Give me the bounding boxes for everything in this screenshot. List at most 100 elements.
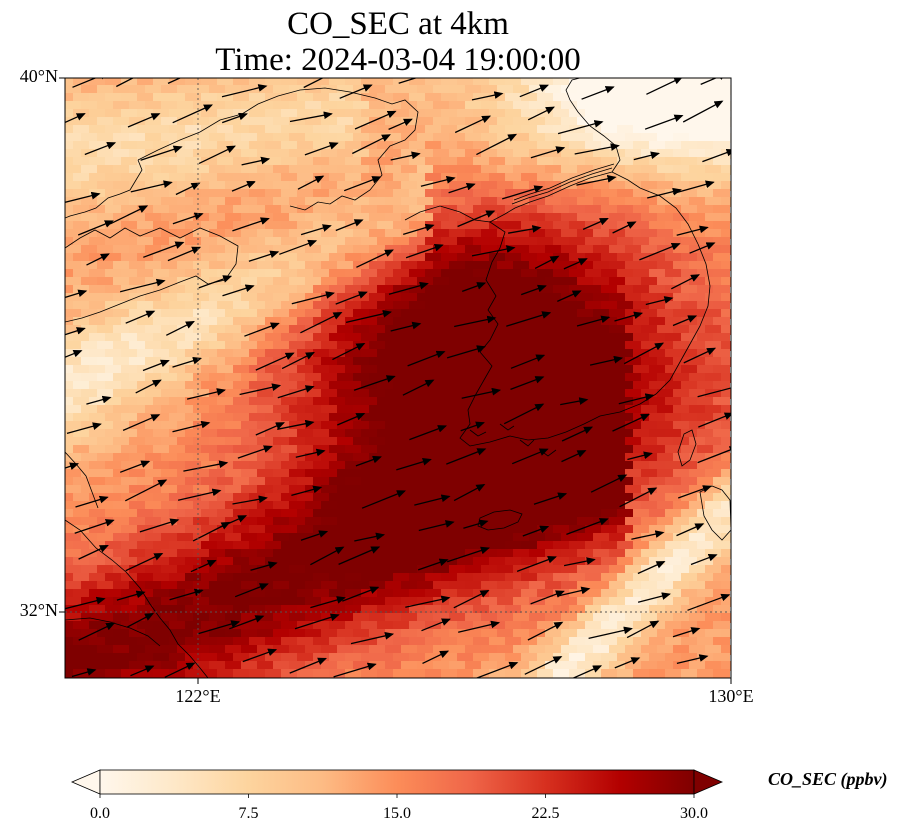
field-cell bbox=[601, 93, 618, 103]
field-cell bbox=[593, 581, 610, 591]
field-cell bbox=[633, 189, 650, 199]
field-cell bbox=[377, 445, 394, 455]
field-cell bbox=[513, 341, 530, 351]
field-cell bbox=[657, 533, 674, 543]
field-cell bbox=[81, 261, 98, 271]
field-cell bbox=[217, 333, 234, 343]
field-cell bbox=[217, 525, 234, 535]
field-cell bbox=[353, 597, 370, 607]
field-cell bbox=[489, 157, 506, 167]
field-cell bbox=[201, 285, 218, 295]
field-cell bbox=[329, 493, 346, 503]
field-cell bbox=[361, 637, 378, 647]
field-cell bbox=[497, 661, 514, 671]
field-cell bbox=[105, 109, 122, 119]
field-cell bbox=[433, 325, 450, 335]
field-cell bbox=[513, 277, 530, 287]
field-cell bbox=[513, 517, 530, 527]
wind-arrow bbox=[418, 520, 455, 532]
field-cell bbox=[337, 213, 354, 223]
field-cell bbox=[425, 605, 442, 615]
field-cell bbox=[97, 629, 114, 639]
field-cell bbox=[601, 301, 618, 311]
field-cell bbox=[633, 365, 650, 375]
field-cell bbox=[385, 405, 402, 415]
field-cell bbox=[425, 317, 442, 327]
field-cell bbox=[657, 645, 674, 655]
field-cell bbox=[657, 517, 674, 527]
field-cell bbox=[385, 197, 402, 207]
field-cell bbox=[73, 93, 90, 103]
field-cell bbox=[161, 101, 178, 111]
field-cell bbox=[241, 245, 258, 255]
field-cell bbox=[473, 333, 490, 343]
field-cell bbox=[233, 221, 250, 231]
field-cell bbox=[105, 253, 122, 263]
field-cell bbox=[65, 405, 82, 415]
field-cell bbox=[433, 661, 450, 671]
field-cell bbox=[225, 629, 242, 639]
field-cell bbox=[193, 533, 210, 543]
field-cell bbox=[465, 661, 482, 671]
field-cell bbox=[241, 469, 258, 479]
field-cell bbox=[513, 453, 530, 463]
field-cell bbox=[265, 637, 282, 647]
field-cell bbox=[505, 525, 522, 535]
field-cell bbox=[361, 78, 378, 87]
field-cell bbox=[329, 333, 346, 343]
field-cell bbox=[545, 453, 562, 463]
field-cell bbox=[81, 85, 98, 95]
field-cell bbox=[249, 509, 266, 519]
field-cell bbox=[681, 253, 698, 263]
field-cell bbox=[241, 277, 258, 287]
field-cell bbox=[353, 165, 370, 175]
field-cell bbox=[585, 365, 602, 375]
field-cell bbox=[417, 117, 434, 127]
field-cell bbox=[65, 629, 82, 639]
field-cell bbox=[489, 509, 506, 519]
field-cell bbox=[225, 405, 242, 415]
field-cell bbox=[113, 485, 130, 495]
field-cell bbox=[241, 421, 258, 431]
field-cell bbox=[65, 85, 82, 95]
field-cell bbox=[73, 301, 90, 311]
field-cell bbox=[137, 413, 154, 423]
field-cell bbox=[489, 253, 506, 263]
field-cell bbox=[537, 541, 554, 551]
field-cell bbox=[121, 221, 138, 231]
field-cell bbox=[657, 565, 674, 575]
wind-arrow bbox=[534, 255, 560, 269]
wind-arrow bbox=[633, 151, 660, 161]
field-cell bbox=[449, 181, 466, 191]
field-cell bbox=[217, 509, 234, 519]
field-cell bbox=[65, 501, 82, 511]
field-cell bbox=[705, 341, 722, 351]
field-cell bbox=[521, 653, 538, 663]
field-cell bbox=[641, 165, 658, 175]
field-cell bbox=[369, 213, 386, 223]
field-cell bbox=[161, 149, 178, 159]
field-cell bbox=[353, 357, 370, 367]
field-cell bbox=[633, 573, 650, 583]
field-cell bbox=[249, 557, 266, 567]
field-cell bbox=[257, 453, 274, 463]
field-cell bbox=[665, 109, 682, 119]
field-cell bbox=[337, 149, 354, 159]
field-cell bbox=[681, 509, 698, 519]
field-cell bbox=[441, 285, 458, 295]
field-cell bbox=[721, 101, 731, 111]
field-cell bbox=[241, 325, 258, 335]
field-cell bbox=[409, 78, 426, 87]
field-cell bbox=[161, 469, 178, 479]
field-cell bbox=[545, 85, 562, 95]
field-cell bbox=[457, 621, 474, 631]
field-cell bbox=[345, 365, 362, 375]
field-cell bbox=[337, 565, 354, 575]
field-cell bbox=[521, 365, 538, 375]
field-cell bbox=[121, 541, 138, 551]
field-cell bbox=[697, 445, 714, 455]
field-cell bbox=[721, 229, 731, 239]
field-cell bbox=[177, 597, 194, 607]
field-cell bbox=[369, 357, 386, 367]
wind-arrow bbox=[446, 345, 486, 359]
